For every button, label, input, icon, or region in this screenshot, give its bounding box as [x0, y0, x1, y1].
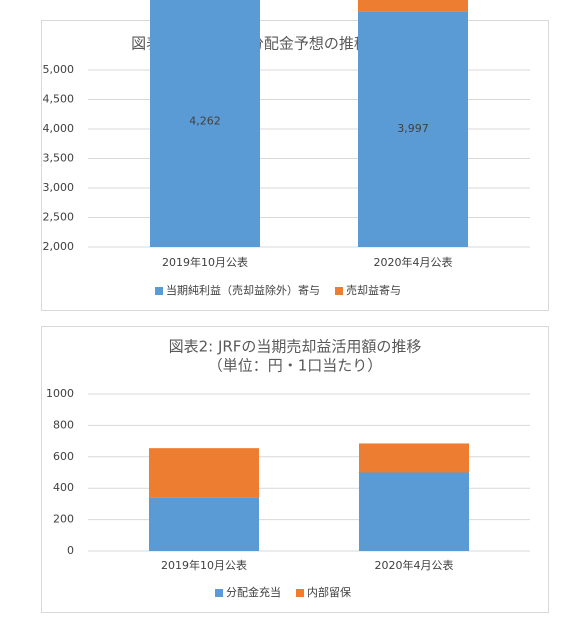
y-tick-label: 3,500 — [43, 152, 75, 165]
bar-segment — [358, 11, 468, 247]
x-tick-label: 2020年4月公表 — [374, 255, 453, 269]
bar-segment — [150, 0, 260, 248]
bar-segment — [359, 472, 469, 551]
legend-label: 売却益寄与 — [346, 283, 401, 297]
x-tick-label: 2020年4月公表 — [375, 558, 454, 572]
bar-segment — [359, 443, 469, 473]
x-tick-label: 2019年10月公表 — [161, 558, 247, 572]
chart-title: （単位：円・1口当たり） — [208, 357, 383, 375]
legend-swatch — [155, 287, 163, 295]
x-tick-label: 2019年10月公表 — [162, 255, 248, 269]
legend-label: 内部留保 — [307, 585, 351, 599]
y-tick-label: 0 — [67, 544, 74, 557]
y-tick-label: 5,000 — [43, 63, 75, 76]
y-tick-label: 4,500 — [43, 93, 75, 106]
y-tick-label: 3,000 — [43, 181, 75, 194]
data-label: 3,997 — [397, 122, 429, 135]
y-tick-label: 2,500 — [43, 211, 75, 224]
y-tick-label: 2,000 — [43, 240, 75, 253]
data-label: 4,262 — [189, 114, 221, 127]
y-tick-label: 400 — [53, 481, 74, 494]
legend-swatch — [215, 589, 223, 597]
bar-segment — [149, 497, 259, 551]
legend-swatch — [335, 287, 343, 295]
data-label: 502 — [403, 0, 424, 2]
bar-segment — [358, 0, 468, 12]
bar-segment — [149, 448, 259, 498]
y-tick-label: 600 — [53, 450, 74, 463]
legend-label: 当期純利益（売却益除外）寄与 — [166, 283, 320, 297]
chart-frame — [41, 20, 549, 311]
y-tick-label: 4,000 — [43, 122, 75, 135]
legend-label: 分配金充当 — [226, 585, 281, 599]
y-tick-label: 200 — [53, 513, 74, 526]
chart-title: 図表2: JRFの当期売却益活用額の推移 — [169, 338, 422, 356]
legend-swatch — [296, 589, 304, 597]
y-tick-label: 1000 — [46, 387, 74, 400]
y-tick-label: 800 — [53, 418, 74, 431]
